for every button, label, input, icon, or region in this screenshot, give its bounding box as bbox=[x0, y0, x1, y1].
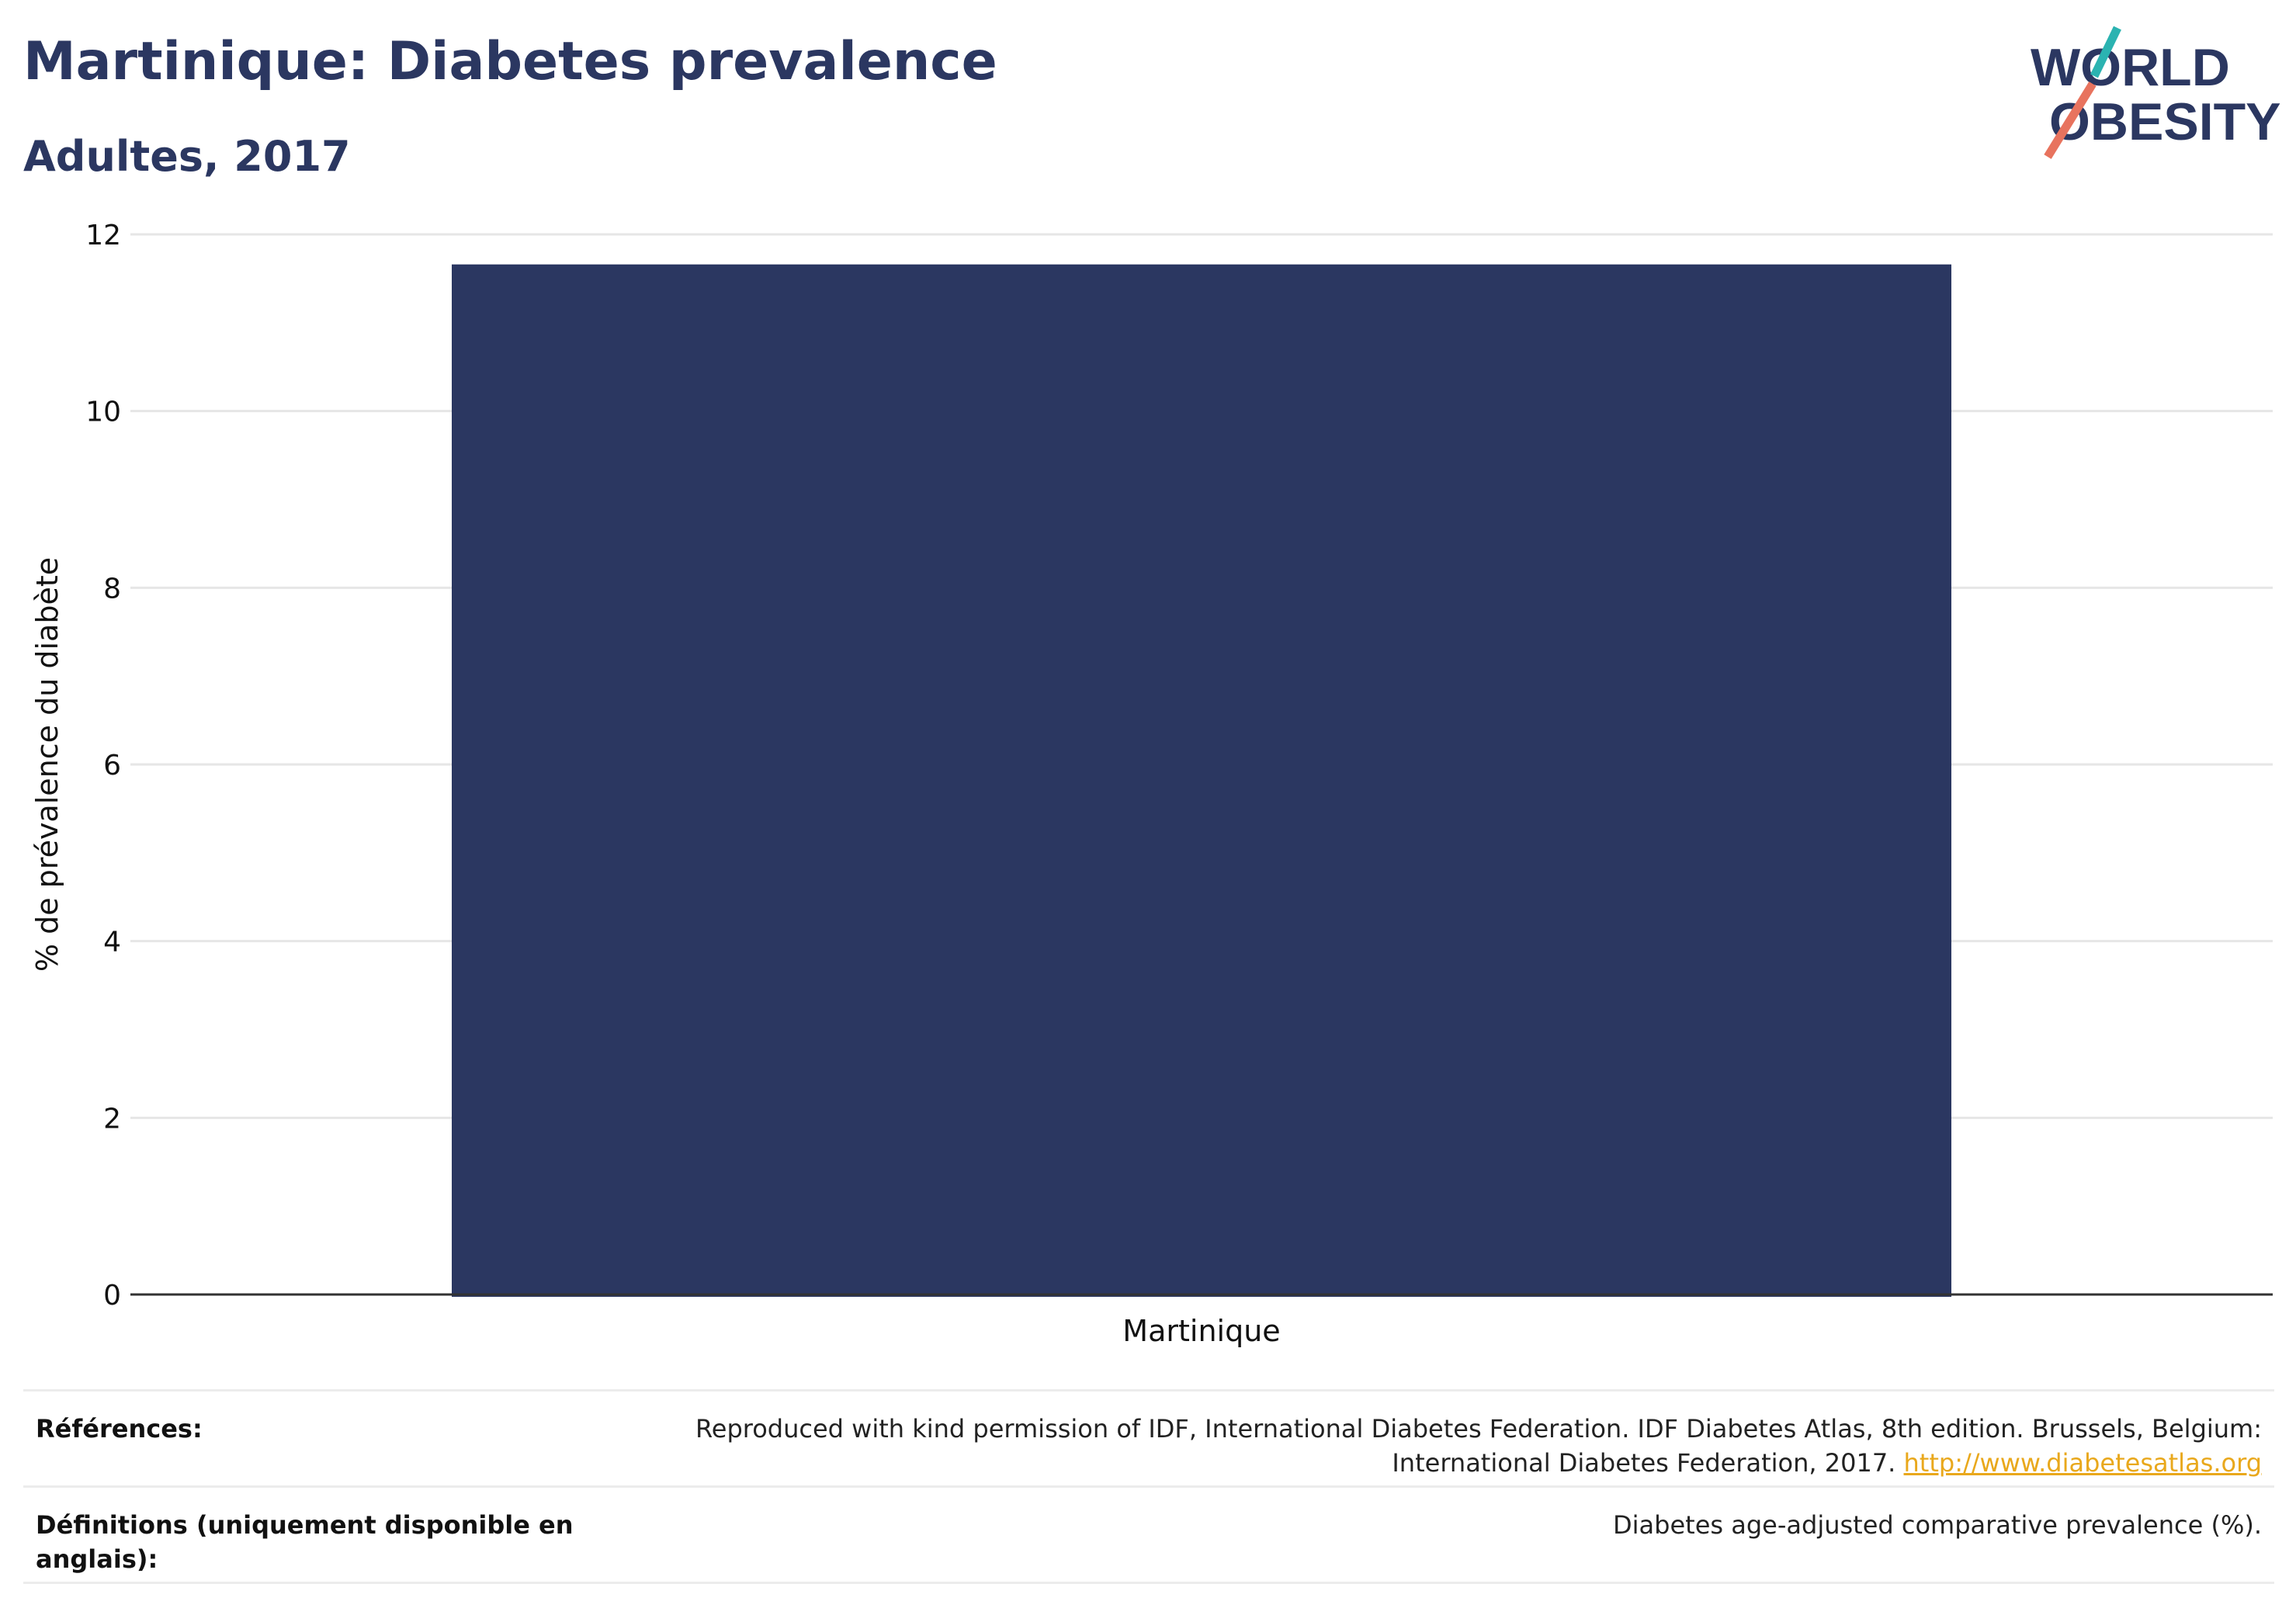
logo-word-obesity: OBESITY bbox=[2049, 92, 2281, 151]
logo-word-world: WORLD bbox=[2031, 38, 2230, 97]
definitions-row: Définitions (uniquement disponible en an… bbox=[23, 1485, 2274, 1584]
x-axis-labels: Martinique bbox=[1122, 1314, 1280, 1348]
references-line-2: International Diabetes Federation, 2017.… bbox=[695, 1446, 2262, 1480]
y-tick-label: 0 bbox=[103, 1280, 121, 1312]
definitions-label-line-2: anglais): bbox=[36, 1544, 158, 1574]
x-tick-label: Martinique bbox=[1122, 1314, 1280, 1348]
y-tick-label: 2 bbox=[103, 1103, 121, 1135]
y-tick-label: 12 bbox=[85, 220, 121, 251]
y-tick-label: 6 bbox=[103, 750, 121, 782]
references-text: Reproduced with kind permission of IDF, … bbox=[695, 1412, 2262, 1480]
logo-slash-coral bbox=[2044, 81, 2097, 159]
references-row: Références: Reproduced with kind permiss… bbox=[23, 1389, 2274, 1485]
references-line-1: Reproduced with kind permission of IDF, … bbox=[695, 1414, 2262, 1444]
y-tick-label: 4 bbox=[103, 927, 121, 958]
y-tick-label: 10 bbox=[85, 397, 121, 428]
definitions-label-line-1: Définitions (uniquement disponible en bbox=[36, 1510, 574, 1540]
logo-slash-teal bbox=[2090, 26, 2121, 78]
chart-subtitle: Adultes, 2017 bbox=[23, 132, 351, 181]
world-obesity-logo: WORLD OBESITY bbox=[2031, 26, 2281, 159]
references-label: Références: bbox=[36, 1414, 203, 1444]
y-axis-ticks: 0 2 4 6 8 10 12 bbox=[85, 220, 121, 1312]
references-line-2-text: International Diabetes Federation, 2017. bbox=[1392, 1448, 1896, 1478]
diabetes-atlas-link[interactable]: http://www.diabetesatlas.org bbox=[1903, 1448, 2262, 1478]
definitions-label: Définitions (uniquement disponible en an… bbox=[36, 1508, 574, 1576]
definitions-text: Diabetes age-adjusted comparative preval… bbox=[1613, 1510, 2262, 1540]
y-axis-label: % de prévalence du diabète bbox=[30, 557, 64, 972]
bar-martinique[interactable] bbox=[452, 264, 1951, 1297]
footer-bottom-border bbox=[23, 1582, 2274, 1584]
bars bbox=[452, 264, 1951, 1297]
y-tick-label: 8 bbox=[103, 573, 121, 605]
chart-title: Martinique: Diabetes prevalence bbox=[23, 31, 997, 92]
bar-chart: 0 2 4 6 8 10 12 Martinique % de prévalence du … bbox=[30, 220, 2273, 1348]
